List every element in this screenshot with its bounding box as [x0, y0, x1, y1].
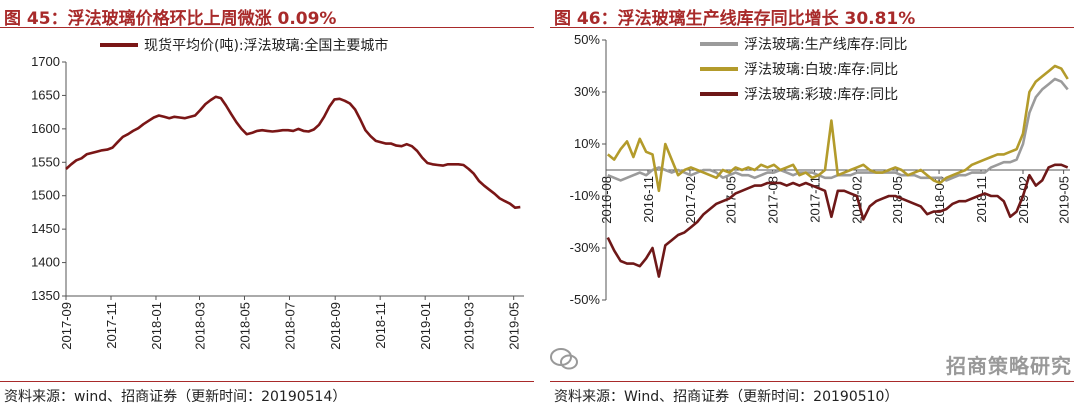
x-tick-label: 2018-09	[328, 302, 343, 350]
y-tick-label: 1600	[31, 121, 60, 136]
x-tick-label: 2019-03	[462, 302, 477, 350]
x-tick-label: 2019-02	[1016, 176, 1031, 224]
left-chart-source: 资料来源：wind、招商证券（更新时间：20190514）	[4, 389, 347, 405]
x-tick-label: 2017-11	[104, 302, 119, 349]
x-tick-label: 2017-11	[808, 176, 823, 223]
x-tick-label: 2019-01	[418, 302, 433, 350]
left-chart-panel: 图 45：浮法玻璃价格环比上周微涨 0.09% 1350 1400 1450 1500…	[0, 9, 534, 405]
x-tick-label: 2017-09	[59, 302, 74, 350]
x-tick-label: 2016-08	[599, 176, 614, 224]
x-tick-label: 2019-05	[1057, 176, 1072, 224]
right-chart-panel: 图 46：浮法玻璃生产线库存同比增长 30.81% -50% -30% -10% 10…	[550, 0, 1080, 411]
x-tick-label: 2017-08	[766, 176, 781, 224]
x-tick-label: 2017-05	[724, 176, 739, 224]
y-tick-label: 1450	[31, 221, 60, 236]
right-chart-source: 资料来源：Wind、招商证券（更新时间：20190510）	[554, 389, 899, 405]
y-tick-label: 30%	[574, 84, 600, 99]
left-source-rule	[0, 381, 534, 382]
y-tick-label: -10%	[570, 188, 601, 203]
y-tick-label: 50%	[574, 32, 600, 47]
y-tick-label: -50%	[570, 292, 601, 307]
right-chart-svg: -50% -30% -10% 10% 30% 50% 2016-08 2016-11 2017-…	[570, 32, 1072, 307]
x-tick-label: 2018-03	[192, 302, 207, 350]
y-tick-label: 1650	[31, 87, 60, 102]
legend-label: 浮法玻璃:生产线库存:同比	[744, 36, 907, 53]
left-chart-svg: 1350 1400 1450 1500 1550 1600 1650 1700 2017-09 2…	[31, 37, 524, 350]
right-source-rule	[550, 381, 1074, 382]
y-tick-label: 1550	[31, 154, 60, 169]
x-tick-label: 2019-05	[507, 302, 522, 350]
y-tick-label: 1700	[31, 54, 60, 69]
y-tick-label: 1500	[31, 188, 60, 203]
legend-label: 浮法玻璃:白玻:库存:同比	[744, 61, 898, 78]
x-tick-label: 2018-05	[890, 176, 905, 224]
legend-label: 现货平均价(吨):浮法玻璃:全国主要城市	[144, 37, 388, 54]
x-tick-label: 2018-05	[237, 302, 252, 350]
right-title-rule	[550, 27, 1074, 28]
series-line-2	[606, 64, 1069, 193]
watermark-text: 招商策略研究	[946, 354, 1072, 378]
series-line-3	[606, 163, 1069, 278]
series-line-1	[65, 95, 521, 209]
x-tick-label: 2018-01	[149, 302, 164, 350]
x-tick-label: 2017-02	[683, 176, 698, 224]
x-tick-label: 2018-11	[974, 176, 989, 223]
y-tick-label: -30%	[570, 240, 601, 255]
x-tick-label: 2018-11	[373, 302, 388, 349]
y-tick-label: 10%	[574, 136, 600, 151]
left-chart-title: 图 45：浮法玻璃价格环比上周微涨 0.09%	[4, 9, 337, 29]
wechat-icon	[550, 348, 578, 370]
legend-label: 浮法玻璃:彩玻:库存:同比	[744, 86, 898, 103]
right-chart-title: 图 46：浮法玻璃生产线库存同比增长 30.81%	[554, 9, 916, 29]
x-tick-label: 2018-07	[282, 302, 297, 350]
x-tick-label: 2016-11	[641, 176, 656, 223]
y-tick-label: 1400	[31, 255, 60, 270]
y-tick-label: 1350	[31, 288, 60, 303]
left-title-rule	[0, 27, 534, 28]
